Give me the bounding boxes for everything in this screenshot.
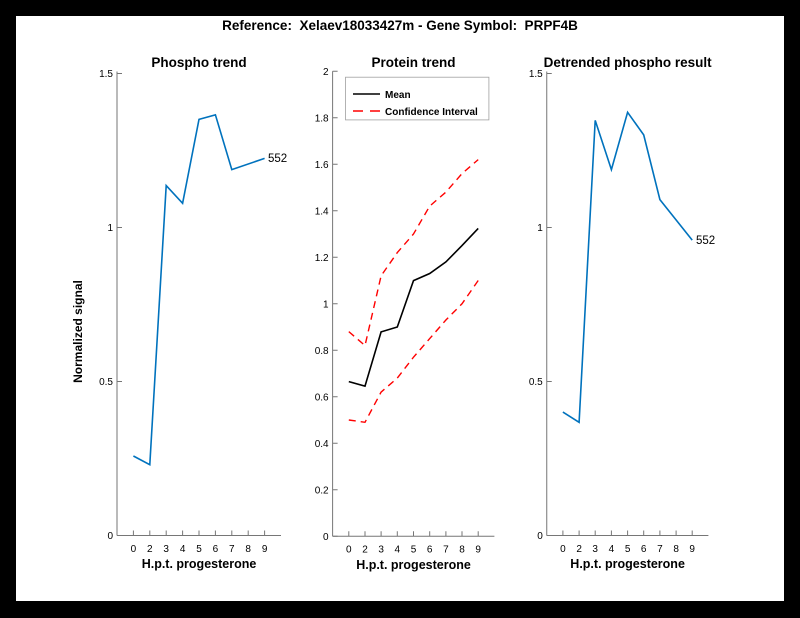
svg-text:552: 552: [696, 235, 715, 247]
svg-text:8: 8: [459, 545, 465, 556]
svg-text:1.5: 1.5: [99, 69, 113, 80]
svg-text:H.p.t. progesterone: H.p.t. progesterone: [142, 557, 257, 571]
svg-text:0.4: 0.4: [315, 439, 329, 450]
svg-text:Normalized signal: Normalized signal: [71, 280, 85, 383]
svg-text:1.6: 1.6: [315, 160, 329, 171]
svg-text:Mean: Mean: [385, 90, 411, 101]
svg-text:0: 0: [560, 544, 566, 555]
svg-text:5: 5: [411, 545, 417, 556]
svg-text:2: 2: [576, 544, 582, 555]
svg-text:4: 4: [180, 544, 186, 555]
svg-text:552: 552: [268, 153, 287, 165]
svg-text:1: 1: [107, 223, 113, 234]
svg-text:2: 2: [147, 544, 153, 555]
svg-text:0: 0: [346, 545, 352, 556]
svg-text:1.5: 1.5: [529, 69, 543, 80]
svg-text:3: 3: [163, 544, 169, 555]
svg-text:9: 9: [475, 545, 481, 556]
svg-text:1.2: 1.2: [315, 253, 329, 264]
svg-text:8: 8: [245, 544, 251, 555]
svg-text:H.p.t. progesterone: H.p.t. progesterone: [570, 557, 685, 571]
svg-text:H.p.t. progesterone: H.p.t. progesterone: [356, 558, 471, 572]
svg-text:0: 0: [107, 531, 113, 542]
svg-text:1: 1: [537, 223, 543, 234]
svg-text:5: 5: [196, 544, 202, 555]
svg-text:7: 7: [229, 544, 235, 555]
svg-text:6: 6: [213, 544, 219, 555]
svg-text:4: 4: [395, 545, 401, 556]
svg-text:4: 4: [609, 544, 615, 555]
svg-text:5: 5: [625, 544, 631, 555]
svg-text:Confidence Interval: Confidence Interval: [385, 107, 478, 118]
svg-text:7: 7: [443, 545, 449, 556]
svg-text:0: 0: [323, 532, 329, 543]
svg-text:0.6: 0.6: [315, 393, 329, 404]
svg-text:2: 2: [362, 545, 368, 556]
svg-text:9: 9: [689, 544, 695, 555]
svg-text:Protein trend: Protein trend: [371, 55, 455, 70]
svg-text:0: 0: [131, 544, 137, 555]
svg-text:1.4: 1.4: [315, 207, 329, 218]
svg-text:1: 1: [323, 300, 329, 311]
svg-text:Phospho trend: Phospho trend: [151, 55, 246, 70]
svg-text:Detrended phospho result: Detrended phospho result: [544, 55, 713, 70]
svg-text:0.2: 0.2: [315, 486, 329, 497]
svg-text:7: 7: [657, 544, 663, 555]
svg-text:0.8: 0.8: [315, 346, 329, 357]
svg-text:6: 6: [641, 544, 647, 555]
svg-text:3: 3: [378, 545, 384, 556]
svg-text:0.5: 0.5: [99, 377, 113, 388]
svg-text:8: 8: [673, 544, 679, 555]
svg-text:6: 6: [427, 545, 433, 556]
svg-text:0: 0: [537, 531, 543, 542]
svg-text:2: 2: [323, 67, 329, 78]
svg-text:1.8: 1.8: [315, 114, 329, 125]
svg-text:0.5: 0.5: [529, 377, 543, 388]
svg-text:9: 9: [262, 544, 268, 555]
svg-text:3: 3: [592, 544, 598, 555]
